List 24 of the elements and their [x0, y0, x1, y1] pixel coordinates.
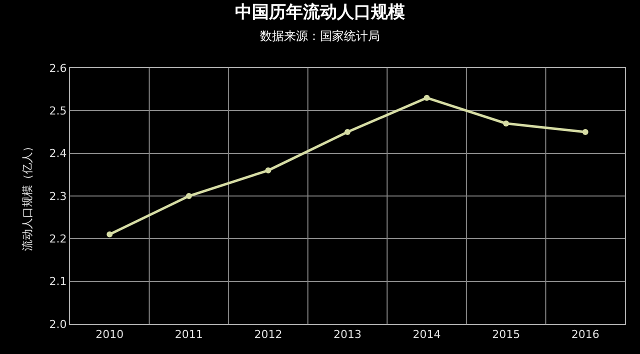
x-tick-label: 2011 — [174, 328, 203, 342]
y-axis-title: 流动人口规模（亿人） — [20, 141, 34, 251]
x-tick-label: 2012 — [254, 328, 282, 342]
point — [424, 94, 430, 101]
y-tick-label: 2.1 — [49, 275, 67, 288]
x-tick-label: 2013 — [334, 328, 362, 342]
y-tick-label: 2.3 — [49, 190, 67, 203]
x-tick-label: 2015 — [492, 328, 520, 342]
y-tick-label: 2.5 — [49, 104, 67, 118]
chart-title: 中国历年流动人口规模 — [235, 2, 405, 23]
chart-subtitle: 数据来源：国家统计局 — [260, 28, 380, 43]
y-tick-label: 2.6 — [49, 62, 67, 75]
point — [344, 129, 350, 135]
x-tick-label: 2016 — [571, 328, 600, 342]
x-tick-label: 2010 — [96, 328, 124, 342]
point — [265, 167, 272, 174]
y-tick-label: 2.2 — [49, 232, 67, 246]
point — [186, 193, 192, 199]
y-tick-label: 2.4 — [49, 147, 67, 160]
x-tick-label: 2014 — [412, 328, 441, 342]
point — [582, 129, 588, 135]
point — [503, 120, 510, 126]
point — [106, 231, 113, 238]
y-tick-label: 2.0 — [49, 318, 67, 331]
